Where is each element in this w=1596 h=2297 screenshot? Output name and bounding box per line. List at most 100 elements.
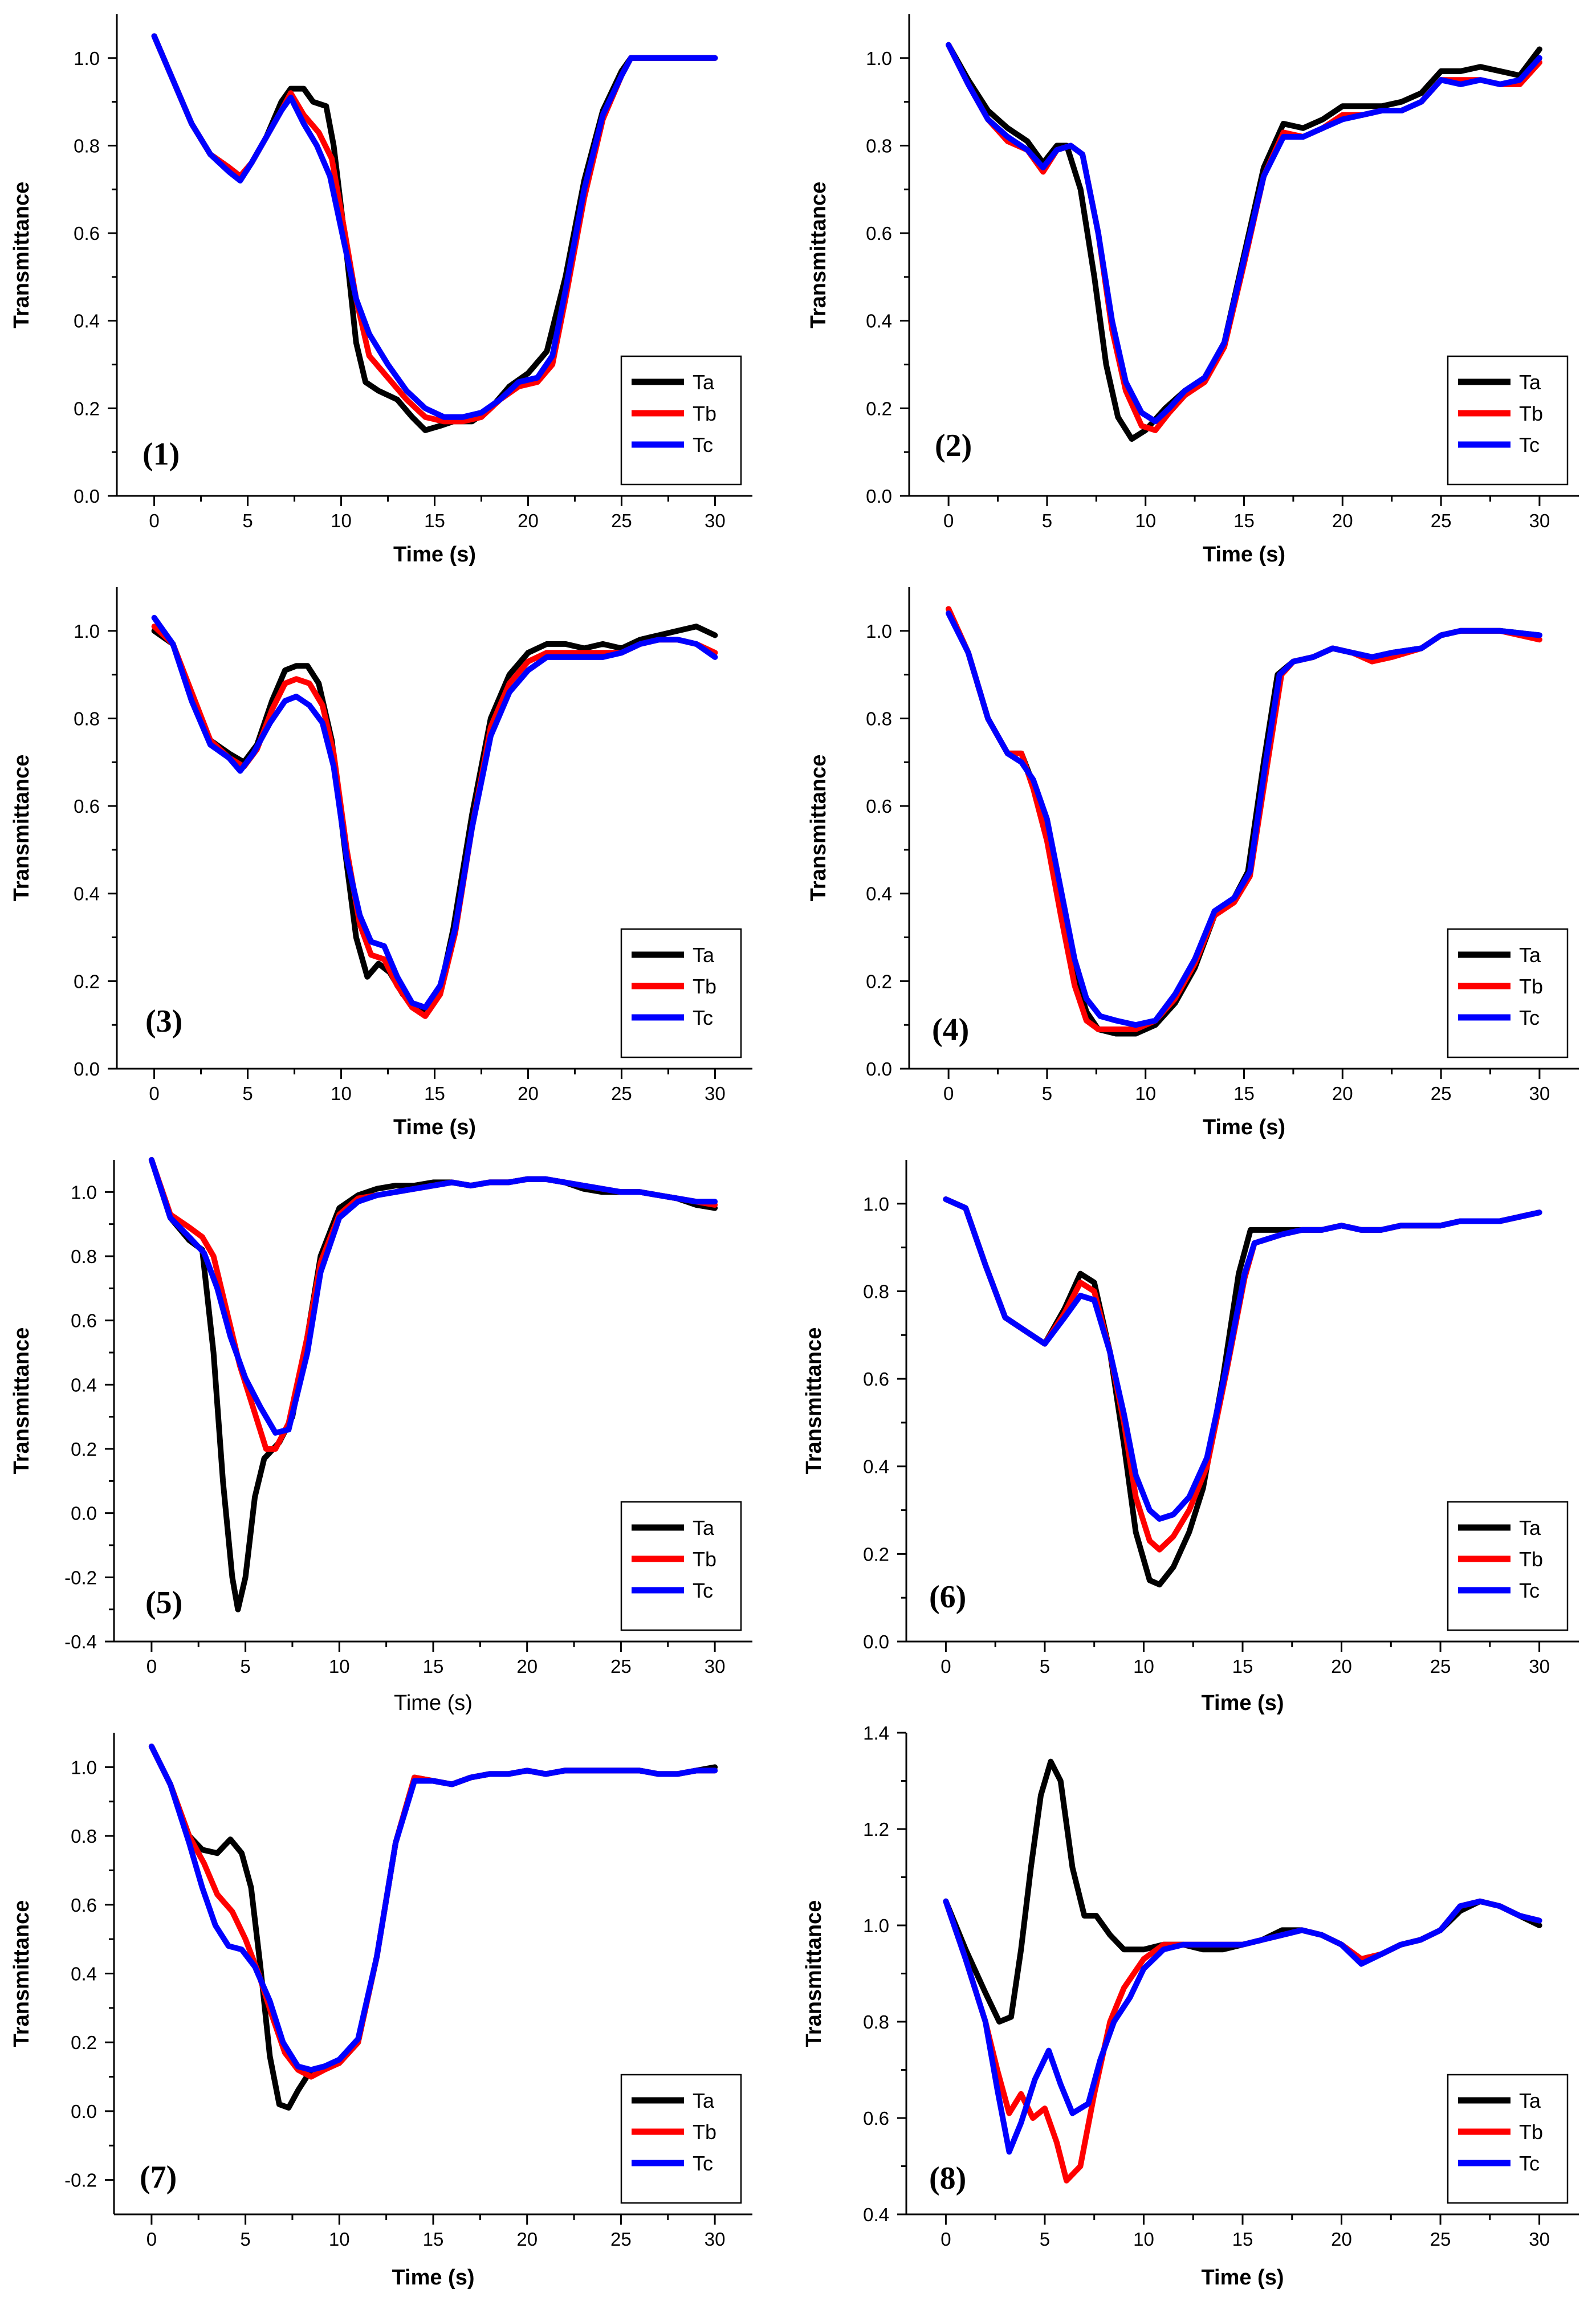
panel-7-legend-label-ta: Ta <box>693 2089 715 2112</box>
panel-1-y-tick-label: 0.2 <box>74 398 100 419</box>
panel-6-label: (6) <box>929 1579 966 1615</box>
panel-5-x-tick-label: 5 <box>240 1656 250 1677</box>
panel-8-y-tick-label: 0.4 <box>863 2204 889 2225</box>
panel-4-legend-box <box>1447 928 1569 1058</box>
panel-4-x-tick-label: 5 <box>1042 1083 1052 1104</box>
panel-8-legend: Ta Tb Tc <box>1447 2074 1569 2204</box>
panel-1-x-tick-label: 30 <box>705 510 726 531</box>
panel-7-x-tick-label: 15 <box>423 2229 444 2250</box>
panel-6-x-tick-label: 30 <box>1529 1656 1550 1677</box>
panel-2-y-tick-label: 1.0 <box>866 48 892 69</box>
panel-2-y-tick-label: 0.8 <box>866 135 892 156</box>
panel-8: 0 5 10 15 20 25 30 0.4 0.6 0.8 1.0 1.2 1.4 Time (s) Tr… <box>802 1722 1579 2290</box>
panel-7-x-tick-label: 0 <box>146 2229 157 2250</box>
panel-4-x-tick-label: 25 <box>1431 1083 1452 1104</box>
panel-3-y-axis-label: Transmittance <box>10 755 34 902</box>
panel-2-x-axis-label: Time (s) <box>1203 543 1285 567</box>
panel-4-x-tick-label: 30 <box>1529 1083 1550 1104</box>
panel-7-legend: Ta Tb Tc <box>620 2074 742 2204</box>
panel-1-legend-label-tb: Tb <box>693 402 716 425</box>
panel-4-y-tick-label: 0.2 <box>866 971 892 992</box>
panel-6-legend-label-tb: Tb <box>1519 1547 1543 1571</box>
panel-4-y-tick-label: 0.8 <box>866 708 892 729</box>
panel-8-x-tick-label: 20 <box>1331 2229 1352 2250</box>
panel-4-y-tick-label: 0.0 <box>866 1058 892 1080</box>
panel-6-x-tick-label: 10 <box>1133 1656 1154 1677</box>
panel-8-x-tick-label: 30 <box>1529 2229 1550 2250</box>
panel-4-y-tick-label: 0.4 <box>866 883 892 905</box>
panel-8-y-tick-label: 0.8 <box>863 2011 889 2033</box>
panel-4-series-tc <box>946 610 1542 1028</box>
panel-2-x-tick-label: 25 <box>1431 510 1452 531</box>
panel-3-label: (3) <box>145 1004 182 1039</box>
panel-3-legend-box <box>620 928 742 1058</box>
panel-7-legend-label-tb: Tb <box>693 2120 716 2144</box>
panel-7-legend-label-tc: Tc <box>693 2152 713 2175</box>
panel-2-x-tick-label: 5 <box>1042 510 1052 531</box>
panel-8-x-tick-label: 10 <box>1133 2229 1154 2250</box>
panel-8-y-tick-label: 1.2 <box>863 1819 889 1840</box>
panel-7-y-tick-label: 0.2 <box>71 2032 97 2053</box>
panel-5-y-tick-label: 1.0 <box>71 1182 97 1203</box>
panel-1: 0 5 10 15 20 25 30 0.0 0.2 0.4 0.6 0.8 1.0 Time (s) Tr… <box>10 14 752 567</box>
panel-2-x-tick-label: 20 <box>1332 510 1353 531</box>
panel-5-x-tick-label: 30 <box>705 1656 726 1677</box>
panel-6-y-tick-label: 1.0 <box>863 1194 889 1215</box>
panel-7-x-tick-label: 30 <box>705 2229 726 2250</box>
panel-5-x-tick-label: 0 <box>146 1656 157 1677</box>
panel-2-label: (2) <box>935 428 972 463</box>
panel-2-y-tick-label: 0.6 <box>866 223 892 244</box>
panel-3-x-tick-label: 10 <box>331 1083 352 1104</box>
panel-4-y-axis-label: Transmittance <box>807 755 830 902</box>
panel-2-x-tick-label: 0 <box>943 510 954 531</box>
panel-8-y-tick-label: 1.0 <box>863 1915 889 1936</box>
panel-5-legend-label-tb: Tb <box>693 1547 716 1571</box>
panel-1-y-tick-label: 0.4 <box>74 311 100 332</box>
panel-6-y-tick-label: 0.2 <box>863 1543 889 1565</box>
panel-5-series-tb <box>148 1157 718 1452</box>
panel-8-y-tick-label: 0.6 <box>863 2108 889 2129</box>
panel-3-y-tick-label: 1.0 <box>74 621 100 642</box>
panel-3-x-tick-label: 0 <box>149 1083 159 1104</box>
panel-6-y-tick-label: 0.6 <box>863 1369 889 1390</box>
panel-1-series-tc <box>151 33 718 420</box>
panel-7-y-axis-label: Transmittance <box>10 1900 34 2047</box>
panel-6-series-tc <box>943 1196 1542 1522</box>
panel-8-legend-label-tb: Tb <box>1519 2120 1543 2144</box>
panel-4-x-tick-label: 0 <box>943 1083 954 1104</box>
panel-1-y-tick-label: 0.0 <box>74 486 100 507</box>
panel-3-legend-label-tb: Tb <box>693 975 716 998</box>
panel-3-x-tick-label: 20 <box>518 1083 539 1104</box>
panel-6-x-tick-label: 25 <box>1430 1656 1451 1677</box>
panel-8-legend-box <box>1447 2074 1569 2204</box>
panel-5-x-tick-label: 15 <box>423 1656 444 1677</box>
panel-4-legend-label-tc: Tc <box>1519 1006 1540 1029</box>
panel-3-y-tick-label: 0.4 <box>74 883 100 905</box>
panel-8-x-tick-label: 15 <box>1232 2229 1253 2250</box>
panel-3-x-tick-label: 5 <box>242 1083 253 1104</box>
panel-6-legend-box <box>1447 1501 1569 1631</box>
panel-7-y-tick-label: 0.0 <box>71 2101 97 2122</box>
panel-3-y-tick-label: 0.6 <box>74 796 100 817</box>
panel-1-legend-label-ta: Ta <box>693 370 715 394</box>
panel-2-y-tick-label: 0.0 <box>866 486 892 507</box>
panel-6-legend-label-tc: Tc <box>1519 1579 1540 1602</box>
panel-2-legend-label-tb: Tb <box>1519 402 1543 425</box>
panel-3-y-tick-label: 0.0 <box>74 1058 100 1080</box>
panel-7-y-tick-label: -0.2 <box>64 2170 97 2191</box>
panel-7-series-ta <box>148 1744 718 2111</box>
panel-7-series-tb <box>148 1744 718 2080</box>
panel-4-y-tick-label: 1.0 <box>866 621 892 642</box>
panel-6-y-axis-label: Transmittance <box>802 1327 826 1475</box>
panel-7-label: (7) <box>140 2160 177 2195</box>
panel-8-x-tick-label: 5 <box>1040 2229 1050 2250</box>
panel-4-x-axis-label: Time (s) <box>1203 1115 1285 1139</box>
panel-5-x-tick-label: 20 <box>516 1656 538 1677</box>
panel-1-x-tick-label: 0 <box>149 510 159 531</box>
panel-3-legend-label-ta: Ta <box>693 943 715 967</box>
panel-4-x-tick-label: 20 <box>1332 1083 1353 1104</box>
panel-1-x-tick-label: 25 <box>611 510 632 531</box>
panel-3-x-tick-label: 30 <box>705 1083 726 1104</box>
panel-5-y-axis-label: Transmittance <box>10 1327 34 1475</box>
